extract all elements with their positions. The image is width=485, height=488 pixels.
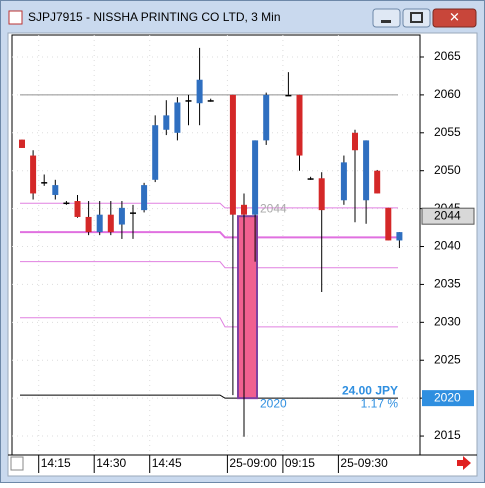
y-tick-label: 2030 xyxy=(434,315,461,329)
candle-body xyxy=(96,214,103,233)
y-tick-label: 2065 xyxy=(434,49,461,63)
measure-bottom-label: 2020 xyxy=(260,396,287,410)
minimize-button[interactable] xyxy=(372,8,401,28)
candle-body xyxy=(152,125,159,180)
candle-body xyxy=(385,207,392,241)
close-button[interactable] xyxy=(432,8,477,28)
x-tick-label: 14:30 xyxy=(96,456,126,470)
level-line xyxy=(20,261,398,269)
candle-body xyxy=(141,185,148,211)
candle-body xyxy=(107,214,114,233)
window-title: SJPJ7915 - NISSHA PRINTING CO LTD, 3 Min xyxy=(28,10,281,24)
x-tick-label: 25-09:30 xyxy=(340,456,388,470)
y-tick-label: 2050 xyxy=(434,163,461,177)
minimize-icon xyxy=(381,20,391,23)
scroll-box[interactable] xyxy=(10,456,24,471)
candle-body xyxy=(118,207,125,225)
candle-body xyxy=(318,178,325,211)
y-tick-label: 2025 xyxy=(434,352,461,366)
y-tick-label: 2035 xyxy=(434,277,461,291)
candle-body xyxy=(307,178,314,180)
level-line xyxy=(20,394,398,399)
candle-body xyxy=(196,79,203,104)
candle-body xyxy=(263,94,270,141)
candle-body xyxy=(363,140,370,201)
plot-area xyxy=(11,34,421,456)
measure-box xyxy=(237,215,258,400)
x-tick-label: 14:45 xyxy=(152,456,182,470)
candle-body xyxy=(241,204,247,215)
y-tick-label: 2060 xyxy=(434,87,461,101)
maximize-icon xyxy=(410,12,423,23)
candle-body xyxy=(63,202,70,205)
candle-body xyxy=(207,100,214,102)
candle-body xyxy=(340,162,347,201)
percent-label: 1.17 % xyxy=(361,396,399,410)
candle-body xyxy=(229,94,236,215)
y-tick-label: 2040 xyxy=(434,239,461,253)
candle-body xyxy=(374,170,381,194)
candle-body xyxy=(185,100,192,102)
candle-body xyxy=(19,139,25,148)
measure-top-label: 2044 xyxy=(260,201,287,215)
level-line xyxy=(20,317,398,328)
app-icon xyxy=(8,10,23,25)
x-tick-label: 14:15 xyxy=(41,456,71,470)
candle-body xyxy=(30,155,37,194)
cursor-price-label: 2020 xyxy=(434,390,461,404)
candle-body xyxy=(130,212,136,214)
candle-body xyxy=(74,201,81,217)
candle-body xyxy=(296,94,303,156)
candle-body xyxy=(396,232,403,241)
level-line xyxy=(20,231,398,239)
y-tick-label: 2055 xyxy=(434,125,461,139)
candle-body xyxy=(85,216,92,233)
candle-body xyxy=(352,132,358,151)
close-icon: ✕ xyxy=(449,9,460,24)
x-tick-label: 25-09:00 xyxy=(229,456,277,470)
candle-body xyxy=(285,94,292,97)
candle-body xyxy=(174,102,181,133)
y-tick-label: 2015 xyxy=(434,428,461,442)
x-tick-label: 09:15 xyxy=(285,456,315,470)
scroll-arrow[interactable] xyxy=(457,456,471,470)
candle-body xyxy=(163,115,170,130)
change-label: 24.00 JPY xyxy=(342,383,398,397)
maximize-button[interactable] xyxy=(402,8,431,28)
candle-body xyxy=(41,182,48,184)
cursor-price-box xyxy=(422,390,474,407)
last-price-box xyxy=(421,207,475,225)
last-price-label: 2044 xyxy=(434,208,461,222)
level-line xyxy=(20,202,398,209)
candle-body xyxy=(252,140,259,215)
candle-body xyxy=(52,185,59,195)
